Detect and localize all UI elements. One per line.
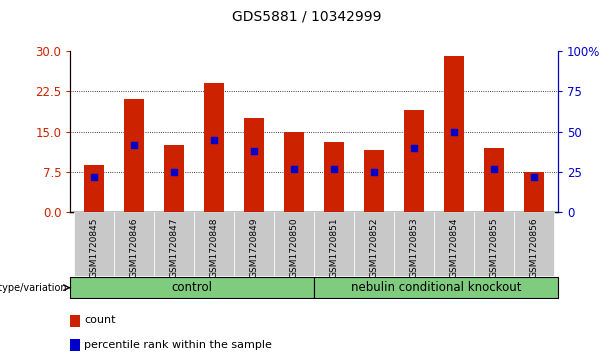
Bar [474, 212, 514, 276]
Bar [444, 56, 464, 212]
Bar [524, 172, 544, 212]
Point [169, 169, 179, 175]
Bar [244, 118, 264, 212]
Text: control: control [172, 281, 213, 294]
Bar [324, 142, 344, 212]
Point [249, 148, 259, 154]
Bar [70, 315, 80, 327]
Bar [85, 165, 104, 212]
Text: GSM1720853: GSM1720853 [409, 217, 419, 278]
Text: GSM1720856: GSM1720856 [530, 217, 538, 278]
FancyBboxPatch shape [314, 277, 558, 298]
Point [529, 174, 539, 180]
Bar [284, 132, 304, 212]
FancyBboxPatch shape [70, 277, 314, 298]
Bar [514, 212, 554, 276]
Text: GSM1720852: GSM1720852 [370, 217, 379, 278]
Text: GSM1720849: GSM1720849 [249, 217, 259, 278]
Bar [364, 150, 384, 212]
Point [369, 169, 379, 175]
Bar [204, 83, 224, 212]
Point [129, 142, 139, 147]
Text: GSM1720851: GSM1720851 [330, 217, 338, 278]
Point [489, 166, 499, 172]
Bar [234, 212, 274, 276]
Bar [394, 212, 434, 276]
Bar [484, 148, 504, 212]
Bar [314, 212, 354, 276]
Text: GSM1720845: GSM1720845 [90, 217, 99, 278]
Bar [154, 212, 194, 276]
Point [329, 166, 339, 172]
Point [89, 174, 99, 180]
Text: percentile rank within the sample: percentile rank within the sample [84, 340, 272, 350]
Bar [354, 212, 394, 276]
Text: GSM1720850: GSM1720850 [290, 217, 299, 278]
Bar [75, 212, 115, 276]
Bar [434, 212, 474, 276]
Text: GDS5881 / 10342999: GDS5881 / 10342999 [232, 9, 381, 23]
Text: GSM1720855: GSM1720855 [489, 217, 498, 278]
Bar [124, 99, 145, 212]
Text: GSM1720847: GSM1720847 [170, 217, 179, 278]
Bar [70, 339, 80, 351]
Bar [164, 145, 185, 212]
Point [449, 129, 459, 135]
Point [409, 145, 419, 151]
Text: GSM1720854: GSM1720854 [449, 217, 459, 278]
Text: nebulin conditional knockout: nebulin conditional knockout [351, 281, 521, 294]
Text: genotype/variation: genotype/variation [0, 283, 67, 293]
Text: count: count [84, 315, 115, 325]
Bar [194, 212, 234, 276]
Text: GSM1720848: GSM1720848 [210, 217, 219, 278]
Bar [115, 212, 154, 276]
Bar [274, 212, 314, 276]
Point [289, 166, 299, 172]
Point [210, 137, 219, 143]
Text: GSM1720846: GSM1720846 [130, 217, 139, 278]
Bar [404, 110, 424, 212]
